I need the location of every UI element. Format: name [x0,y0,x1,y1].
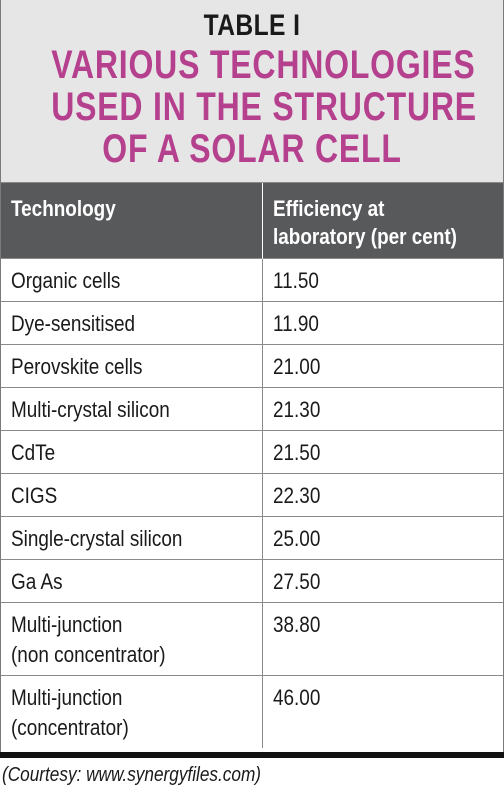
table-row: Dye-sensitised 11.90 [1,300,503,344]
technology-cell: Single-crystal silicon [1,515,262,559]
column-header-technology: Technology [1,183,262,258]
table-row: Organic cells 11.50 [1,257,503,301]
efficiency-cell: 38.80 [261,601,503,675]
technology-name: Multi-junction [11,684,123,710]
table-row: Ga As 27.50 [1,558,503,602]
table-row: Multi-crystal silicon 21.30 [1,386,503,430]
table-row: Perovskite cells 21.00 [1,343,503,387]
efficiency-value: 21.30 [272,396,320,422]
efficiency-value: 38.80 [272,611,320,637]
table-row: Multi-junction (non concentrator) 38.80 [1,601,503,675]
technology-name: Multi-crystal silicon [11,396,170,422]
column-header-efficiency: Efficiency at laboratory (per cent) [261,183,503,258]
table-label: TABLE I [203,9,301,42]
technology-name: Multi-junction [11,611,123,637]
technology-cell: Organic cells [1,257,262,301]
table-title: VARIOUS TECHNOLOGIES USED IN THE STRUCTU… [51,43,477,171]
table-row: CdTe 21.50 [1,429,503,473]
technology-cell: CdTe [1,429,262,473]
table-body: Organic cells 11.50 Dye-sensitised 11.90 Per… [1,257,503,748]
efficiency-cell: 11.90 [261,300,503,344]
table-title-line: OF A SOLAR CELL [102,127,402,171]
table-row: CIGS 22.30 [1,472,503,516]
technology-cell: Multi-junction (concentrator) [1,674,262,748]
efficiency-value: 21.50 [272,439,320,465]
technology-cell: Multi-crystal silicon [1,386,262,430]
technology-name: CdTe [11,439,56,465]
technology-name: Ga As [11,568,63,594]
efficiency-cell: 22.30 [261,472,503,516]
efficiency-value: 11.90 [272,310,319,336]
efficiency-table: Technology Efficiency at laboratory (per… [1,183,503,748]
table-title-box: TABLE I VARIOUS TECHNOLOGIES USED IN THE… [1,0,503,183]
technology-name: Perovskite cells [11,353,143,379]
efficiency-value: 46.00 [272,684,320,710]
column-header-line: Technology [11,196,116,221]
table-title-line: USED IN THE STRUCTURE [51,85,477,129]
efficiency-cell: 11.50 [261,257,503,301]
technology-cell: Perovskite cells [1,343,262,387]
efficiency-cell: 46.00 [261,674,503,748]
technology-cell: Multi-junction (non concentrator) [1,601,262,675]
efficiency-value: 21.00 [272,353,320,379]
efficiency-cell: 25.00 [261,515,503,559]
technology-name: (concentrator) [11,714,129,740]
technology-cell: Dye-sensitised [1,300,262,344]
column-header-line: laboratory (per cent) [272,224,457,249]
table-row: Single-crystal silicon 25.00 [1,515,503,559]
technology-cell: Ga As [1,558,262,602]
technology-name: CIGS [11,482,58,508]
technology-cell: CIGS [1,472,262,516]
technology-name: Dye-sensitised [11,310,136,336]
column-header-line: Efficiency at [272,196,384,221]
efficiency-cell: 21.50 [261,429,503,473]
efficiency-cell: 27.50 [261,558,503,602]
technology-name: Single-crystal silicon [11,525,183,551]
technology-name: Organic cells [11,267,121,293]
efficiency-cell: 21.30 [261,386,503,430]
table-frame: TABLE I VARIOUS TECHNOLOGIES USED IN THE… [0,0,504,758]
efficiency-value: 11.50 [272,267,319,293]
table-title-line: VARIOUS TECHNOLOGIES [51,43,476,87]
efficiency-value: 27.50 [272,568,320,594]
table-header: Technology Efficiency at laboratory (per… [1,183,503,258]
bottom-rule [0,752,504,758]
source-credit: (Courtesy: www.synergyfiles.com) [2,764,262,786]
efficiency-cell: 21.00 [261,343,503,387]
efficiency-value: 22.30 [272,482,320,508]
efficiency-value: 25.00 [272,525,320,551]
table-row: Multi-junction (concentrator) 46.00 [1,674,503,748]
technology-name: (non concentrator) [11,641,166,667]
